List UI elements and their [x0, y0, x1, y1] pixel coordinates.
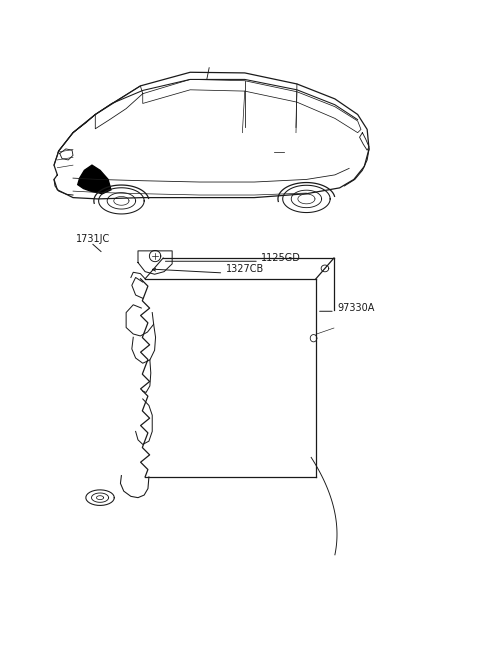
Polygon shape — [78, 165, 111, 194]
Text: 97330A: 97330A — [337, 303, 374, 312]
Text: 1731JC: 1731JC — [76, 234, 110, 244]
Text: 1125GD: 1125GD — [261, 253, 301, 263]
Text: 1327CB: 1327CB — [226, 264, 264, 274]
